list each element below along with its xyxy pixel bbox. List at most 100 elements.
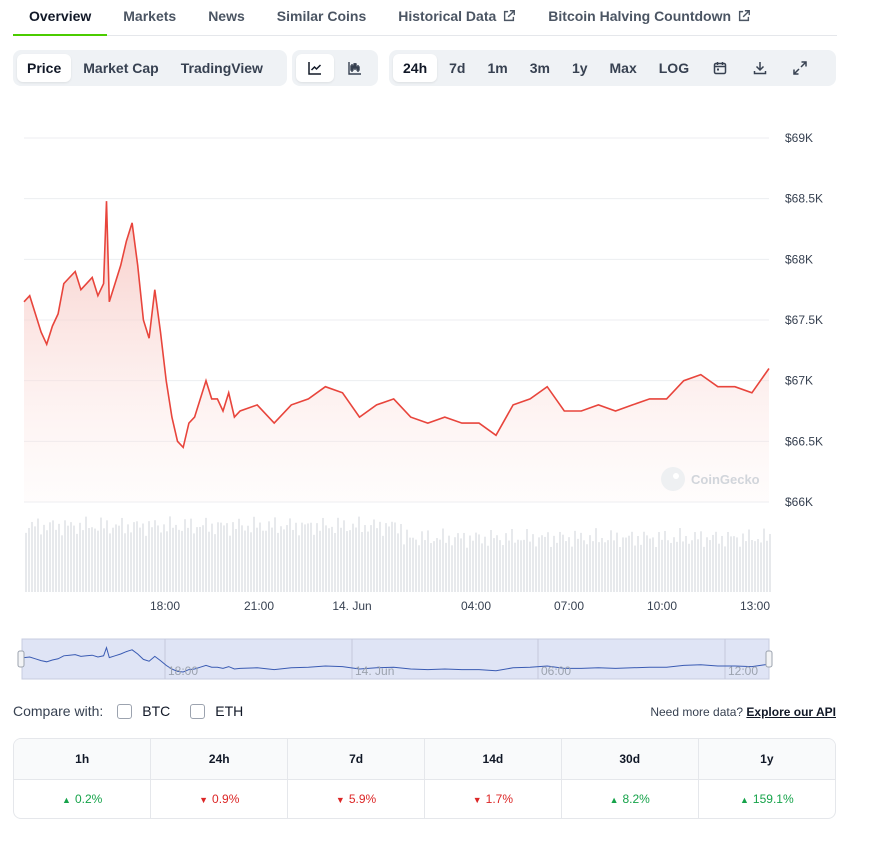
volume-bar [175, 524, 177, 592]
navigator-left-handle[interactable] [17, 650, 25, 668]
volume-bar [76, 533, 78, 592]
volume-bar [346, 531, 348, 592]
tab-news[interactable]: News [192, 0, 261, 36]
range-max-button[interactable]: Max [609, 60, 637, 76]
volume-bar [517, 539, 519, 592]
volume-bar [280, 526, 282, 592]
volume-bar [523, 539, 525, 592]
candlestick-chart-button[interactable] [336, 54, 374, 82]
volume-bar [535, 546, 537, 592]
navigator-right-handle[interactable] [765, 650, 773, 668]
volume-bar [160, 532, 162, 592]
volume-bar [271, 527, 273, 592]
log-scale-button[interactable]: LOG [658, 60, 690, 76]
y-axis-label: $68K [785, 252, 813, 266]
tab-historical-data[interactable]: Historical Data [382, 0, 532, 36]
range-7d-button[interactable]: 7d [449, 60, 466, 76]
tab-similar-coins[interactable]: Similar Coins [261, 0, 382, 36]
volume-bar [148, 521, 150, 592]
volume-bar [418, 545, 420, 592]
volume-bar [370, 525, 372, 592]
volume-bar [184, 519, 186, 592]
volume-bar [52, 520, 54, 592]
change-value: 1.7% [485, 792, 514, 807]
volume-bar [706, 537, 708, 592]
volume-bar [259, 522, 261, 592]
change-value-cell: ▼ 0.9% [150, 779, 289, 818]
volume-bar [421, 531, 423, 592]
volume-bar [667, 540, 669, 592]
volume-bar [43, 524, 45, 592]
volume-bar [103, 528, 105, 592]
volume-bar [652, 537, 654, 592]
volume-bar [379, 521, 381, 592]
volume-bar [256, 527, 258, 592]
volume-bar [385, 523, 387, 592]
volume-bar [433, 541, 435, 592]
volume-bar [526, 529, 528, 592]
compare-eth-checkbox[interactable]: ETH [190, 703, 243, 719]
date-range-button[interactable] [701, 54, 739, 82]
volume-bar [109, 533, 111, 592]
range-navigator[interactable]: 18:00 14. Jun 06:00 12:00 [17, 638, 773, 680]
download-button[interactable] [741, 54, 779, 82]
range-1y-button[interactable]: 1y [571, 60, 588, 76]
compare-btc-checkbox[interactable]: BTC [117, 703, 170, 719]
volume-bar [721, 535, 723, 592]
volume-bar [487, 545, 489, 592]
fullscreen-button[interactable] [781, 54, 819, 82]
tradingview-view-button[interactable]: TradingView [180, 60, 263, 76]
volume-bar [613, 540, 615, 592]
volume-bar [226, 523, 228, 592]
change-period-header: 30d [561, 739, 699, 780]
range-24h-button[interactable]: 24h [393, 54, 438, 82]
chart-style-toggle [292, 50, 378, 86]
volume-bar [694, 532, 696, 592]
volume-bar [241, 525, 243, 592]
checkbox-box[interactable] [190, 703, 206, 719]
navigator-label: 18:00 [168, 664, 198, 678]
volume-bar [88, 528, 90, 592]
volume-bar [649, 538, 651, 592]
volume-bar [244, 530, 246, 592]
volume-bar [610, 530, 612, 592]
volume-bar [313, 534, 315, 592]
tab-markets[interactable]: Markets [107, 0, 192, 36]
range-1m-button[interactable]: 1m [487, 60, 508, 76]
volume-bar [484, 536, 486, 592]
price-view-button[interactable]: Price [17, 54, 72, 82]
tab-overview[interactable]: Overview [13, 0, 108, 36]
change-value: 8.2% [622, 792, 650, 807]
volume-bar [316, 523, 318, 592]
volume-bar [133, 522, 135, 592]
volume-bar [472, 540, 474, 592]
y-axis-label: $68.5K [785, 192, 823, 206]
external-link-icon [504, 10, 516, 22]
volume-bar [121, 517, 123, 592]
volume-bar [682, 541, 684, 592]
price-chart[interactable]: $69K $68.5K $68K $67.5K $67K $66.5K $66K CoinG… [0, 100, 874, 690]
calendar-icon [713, 62, 727, 75]
volume-bar [493, 538, 495, 592]
checkbox-box[interactable] [117, 703, 133, 719]
api-promo: Need more data? Explore our API [650, 705, 836, 719]
volume-bar [211, 523, 213, 592]
volume-bar [91, 527, 93, 592]
volume-bar [157, 525, 159, 592]
volume-bar [220, 522, 222, 592]
volume-bar [643, 531, 645, 592]
volume-bar [451, 545, 453, 592]
tab-halving-countdown[interactable]: Bitcoin Halving Countdown [532, 0, 767, 36]
compare-row: Compare with: BTC ETH [13, 703, 255, 719]
explore-api-link[interactable]: Explore our API [746, 705, 836, 719]
volume-bar [331, 526, 333, 592]
market-cap-view-button[interactable]: Market Cap [83, 60, 159, 76]
volume-bar [253, 516, 255, 592]
range-3m-button[interactable]: 3m [529, 60, 550, 76]
volume-bar [268, 521, 270, 592]
volume-bar [406, 529, 408, 592]
volume-bar [394, 522, 396, 592]
line-chart-button[interactable] [296, 54, 334, 82]
change-value: 0.2% [74, 792, 103, 807]
volume-bar [61, 535, 63, 592]
